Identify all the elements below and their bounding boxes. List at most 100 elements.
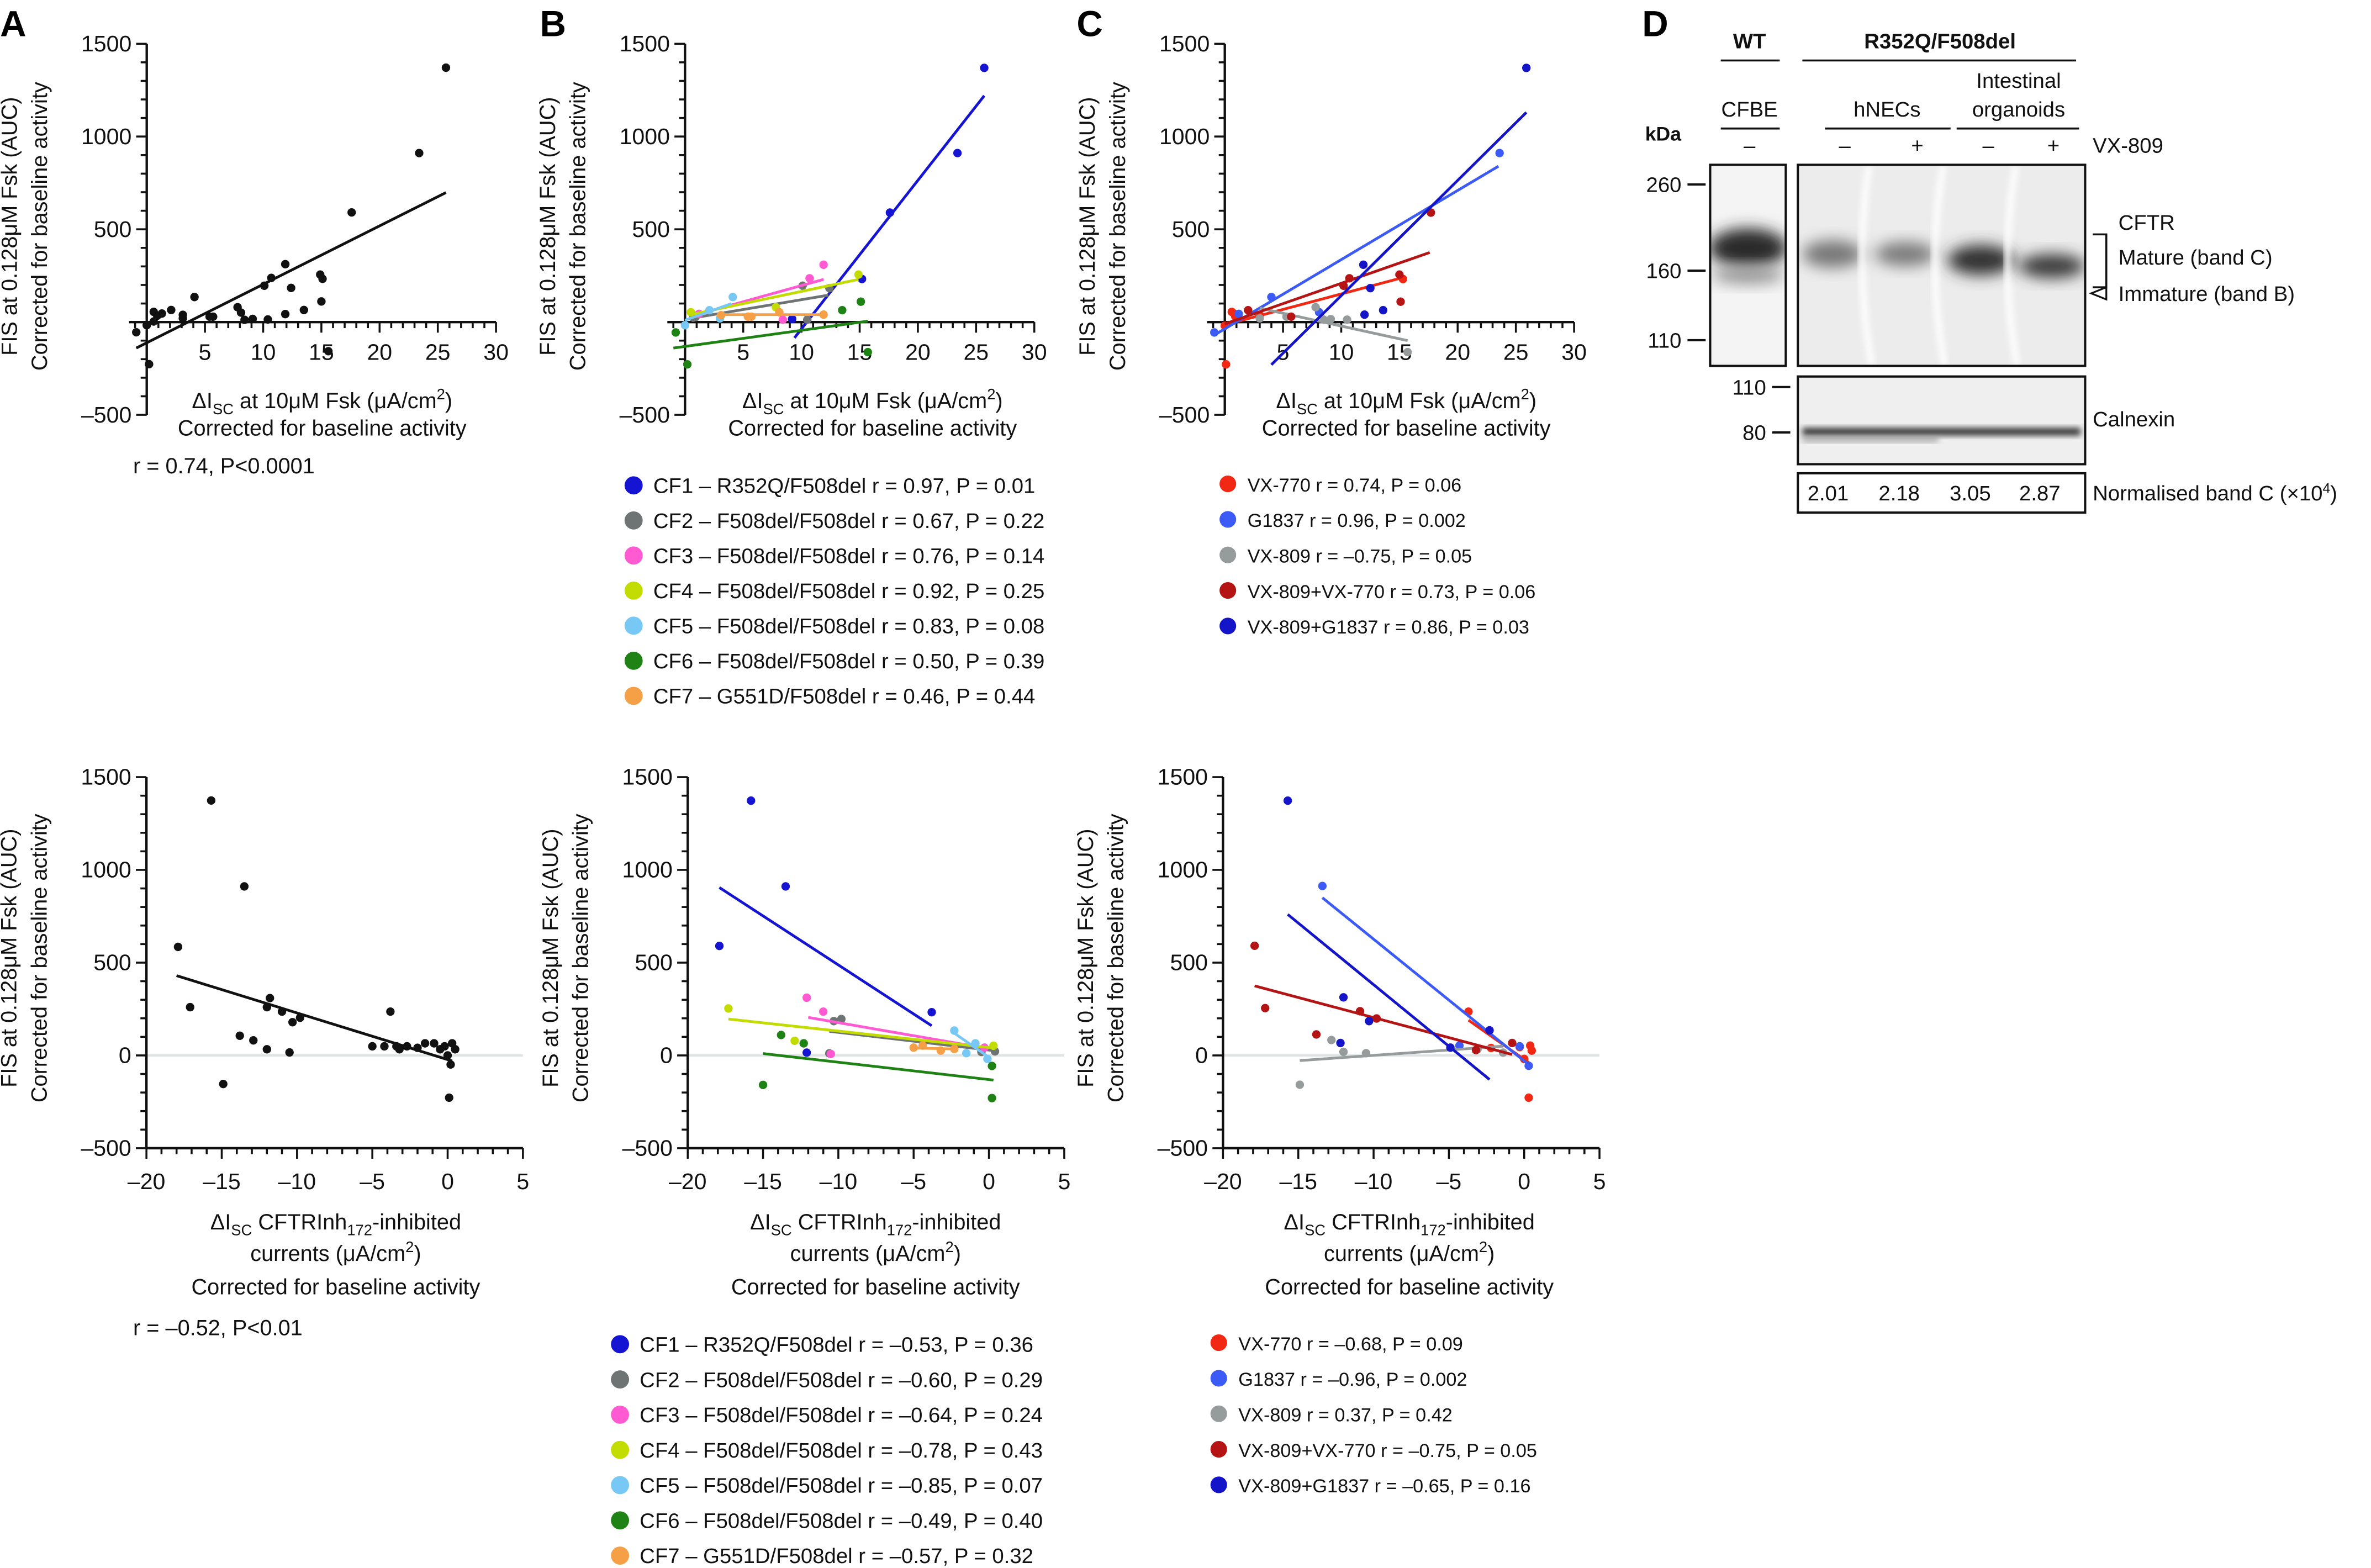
series-cf7 bbox=[717, 308, 828, 321]
x-tick-label: –20 bbox=[669, 1169, 707, 1194]
y-tick-label: 1500 bbox=[1158, 764, 1208, 790]
data-point bbox=[318, 274, 327, 283]
legend-marker bbox=[1219, 617, 1237, 635]
legend-marker bbox=[624, 687, 643, 705]
x-axis-label-2: currents (μA/cm2) bbox=[790, 1238, 961, 1266]
legend-marker bbox=[1210, 1405, 1227, 1422]
group-label-wt: WT bbox=[1733, 30, 1766, 54]
data-point bbox=[1515, 1042, 1524, 1051]
data-point bbox=[1339, 1047, 1348, 1057]
x-tick-label: 30 bbox=[483, 340, 509, 365]
y-axis-label: FIS at 0.128μM Fsk (AUC) bbox=[1075, 97, 1100, 356]
y-tick-label: 1000 bbox=[81, 124, 131, 149]
marker-110: 110 bbox=[1647, 329, 1681, 353]
normalised-value: 2.18 bbox=[1878, 482, 1920, 505]
panel-letter-c: C bbox=[1076, 4, 1102, 44]
data-point bbox=[805, 274, 814, 283]
data-point bbox=[724, 1004, 733, 1013]
legend-label: G1837 r = –0.96, P = 0.002 bbox=[1238, 1369, 1467, 1390]
data-point bbox=[441, 63, 451, 72]
y-tick-label: 1500 bbox=[1159, 31, 1210, 56]
legend-marker bbox=[624, 581, 643, 600]
data-point bbox=[988, 1094, 996, 1102]
x-axis-label: ΔISC CFTRInh172-inhibited bbox=[750, 1210, 1001, 1239]
legend-marker bbox=[624, 546, 643, 565]
kda-label: kDa bbox=[1645, 123, 1682, 145]
data-point bbox=[1326, 315, 1335, 324]
legend-marker bbox=[1210, 1476, 1227, 1493]
data-point bbox=[317, 297, 326, 306]
legend-label: CF1 – R352Q/F508del r = 0.97, P = 0.01 bbox=[653, 474, 1035, 498]
data-point bbox=[240, 315, 249, 324]
data-point bbox=[747, 796, 756, 805]
x-axis-label-2: Corrected for baseline activity bbox=[728, 416, 1017, 440]
regression-line bbox=[1259, 307, 1408, 342]
y-tick-label: 500 bbox=[635, 950, 673, 975]
series-cf4 bbox=[724, 1004, 998, 1050]
data-point bbox=[1522, 64, 1531, 72]
data-point bbox=[988, 1062, 996, 1070]
y-tick-label: 1000 bbox=[620, 124, 670, 149]
data-point bbox=[683, 360, 692, 369]
x-tick-label: 30 bbox=[1022, 340, 1047, 365]
data-point bbox=[132, 328, 141, 337]
regression-line bbox=[953, 1032, 990, 1059]
calnexin-label: Calnexin bbox=[2093, 408, 2175, 431]
legend-label: CF4 – F508del/F508del r = 0.92, P = 0.25 bbox=[653, 579, 1045, 603]
marker-110-calnexin: 110 bbox=[1733, 376, 1766, 400]
data-point bbox=[1255, 314, 1264, 323]
x-axis-label-3: Corrected for baseline activity bbox=[731, 1275, 1020, 1299]
y-tick-label: –500 bbox=[1158, 1136, 1208, 1161]
blot-bands-wt bbox=[1710, 228, 1786, 284]
blot-frame bbox=[1797, 375, 2087, 466]
y-tick-label: 500 bbox=[632, 217, 670, 242]
data-point bbox=[209, 312, 218, 321]
regression-line bbox=[1270, 111, 1528, 366]
legend-marker bbox=[1210, 1334, 1227, 1351]
legend-marker bbox=[611, 1511, 630, 1530]
data-point bbox=[854, 270, 863, 279]
x-axis-label-2: Corrected for baseline activity bbox=[178, 416, 467, 440]
legend-marker bbox=[611, 1335, 630, 1354]
western-blot-panel: WT R352Q/F508del CFBE hNECs Intestinal o… bbox=[1645, 30, 2337, 514]
data-point bbox=[790, 1036, 799, 1046]
y-tick-label: 0 bbox=[1195, 1043, 1208, 1068]
data-point bbox=[142, 321, 151, 330]
series-all bbox=[132, 63, 451, 369]
normalised-value: 3.05 bbox=[1950, 482, 1991, 505]
legend-marker bbox=[611, 1440, 630, 1459]
blot-frame bbox=[1797, 163, 2087, 367]
legend-marker bbox=[1219, 476, 1237, 493]
legend-marker bbox=[1219, 511, 1237, 528]
regression-line bbox=[719, 886, 933, 1027]
regression-line bbox=[913, 1047, 954, 1050]
data-point bbox=[1366, 283, 1375, 293]
legend-marker bbox=[624, 476, 643, 495]
data-point bbox=[1485, 1026, 1494, 1035]
regression-line bbox=[135, 191, 447, 350]
data-point bbox=[856, 297, 865, 306]
data-point bbox=[149, 317, 159, 326]
data-point bbox=[167, 305, 176, 314]
data-point bbox=[1244, 305, 1253, 315]
data-point bbox=[324, 347, 333, 356]
data-point bbox=[248, 314, 257, 324]
x-axis-label: ΔISC at 10μM Fsk (μA/cm2) bbox=[742, 386, 1003, 418]
legend-marker bbox=[624, 616, 643, 635]
data-point bbox=[671, 328, 680, 337]
data-point bbox=[1287, 312, 1296, 321]
normalised-label: Normalised band C (×104) bbox=[2093, 481, 2337, 505]
regression-line bbox=[1224, 251, 1430, 325]
data-point bbox=[386, 1007, 395, 1016]
x-tick-label: 30 bbox=[1561, 340, 1587, 365]
x-tick-label: 10 bbox=[789, 340, 814, 365]
y-axis-label: Corrected for baseline activity bbox=[1104, 814, 1128, 1102]
regression-line bbox=[673, 320, 868, 350]
calnexin-blot-image bbox=[1798, 376, 2085, 464]
x-tick-label: 25 bbox=[963, 340, 989, 365]
y-tick-label: 0 bbox=[660, 1043, 673, 1068]
x-tick-label: –10 bbox=[820, 1169, 857, 1194]
x-tick-label: 5 bbox=[1593, 1169, 1606, 1194]
regression-line bbox=[1300, 1044, 1503, 1062]
